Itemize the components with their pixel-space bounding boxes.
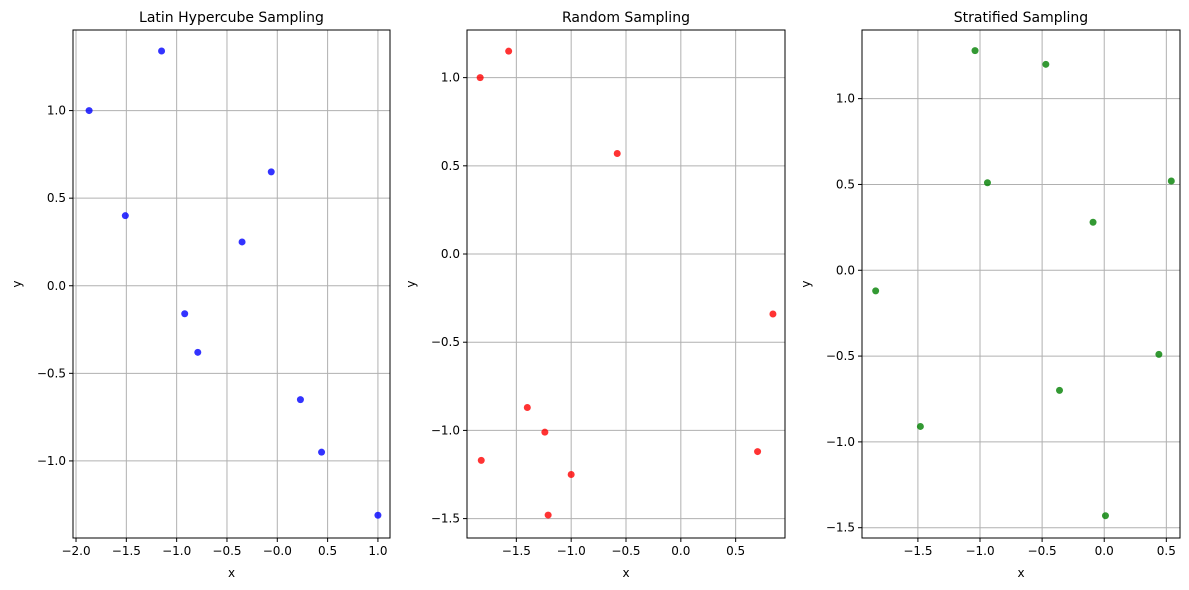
y-tick-label: 1.0 bbox=[836, 92, 855, 106]
x-tick-label: −1.5 bbox=[903, 544, 932, 558]
data-point bbox=[613, 149, 621, 157]
y-tick-label: 0.5 bbox=[441, 159, 460, 173]
data-point bbox=[523, 403, 531, 411]
x-tick-label: −2.0 bbox=[61, 544, 90, 558]
data-point bbox=[872, 287, 880, 295]
data-point bbox=[374, 511, 382, 519]
data-point bbox=[983, 179, 991, 187]
data-point bbox=[121, 212, 129, 220]
data-point bbox=[1056, 386, 1064, 394]
chart-title: Stratified Sampling bbox=[954, 10, 1088, 26]
data-point bbox=[541, 428, 549, 436]
data-point bbox=[916, 422, 924, 430]
x-tick-label: 0.5 bbox=[318, 544, 337, 558]
data-point bbox=[754, 448, 762, 456]
x-tick-label: 0.5 bbox=[1157, 544, 1176, 558]
x-tick-label: −0.0 bbox=[263, 544, 292, 558]
chart-title: Random Sampling bbox=[562, 10, 690, 26]
subplot-random: −1.5 −1.0 −0.5 0.0 0.5−1.5−1.0−0.50.00.51.0 … bbox=[404, 10, 786, 580]
data-point bbox=[567, 471, 575, 478]
y-tick-label: −1.5 bbox=[826, 521, 855, 535]
data-point bbox=[238, 238, 246, 246]
x-tick-label: −1.0 bbox=[162, 544, 191, 558]
subplot-stratified: −1.5 −1.0 −0.5 0.0 0.5−1.5−1.0−0.50.00.51.0 … bbox=[799, 10, 1181, 580]
y-axis-label: y bbox=[799, 280, 813, 287]
y-axis-label: y bbox=[10, 280, 24, 287]
data-point bbox=[85, 107, 93, 115]
y-tick-label: 1.0 bbox=[47, 104, 66, 118]
data-point bbox=[1155, 350, 1163, 358]
data-point bbox=[1042, 60, 1050, 68]
data-point bbox=[1101, 512, 1109, 520]
y-tick-label: 0.0 bbox=[47, 279, 66, 293]
y-tick-label: 1.0 bbox=[441, 71, 460, 85]
data-point bbox=[318, 448, 326, 456]
x-tick-label: 0.5 bbox=[726, 544, 745, 558]
data-point bbox=[971, 47, 979, 55]
x-tick-label: −1.0 bbox=[557, 544, 586, 558]
x-tick-label: −1.5 bbox=[112, 544, 141, 558]
y-tick-label: −0.5 bbox=[37, 366, 66, 380]
x-tick-label: −1.5 bbox=[502, 544, 531, 558]
x-tick-label: 0.0 bbox=[1095, 544, 1114, 558]
plot-frame bbox=[861, 29, 1181, 539]
y-tick-label: −1.0 bbox=[431, 423, 460, 437]
subplot-latin-hypercube: −2.0 −1.5 −1.0 −0.5 −0.0 0.5 1.0 −1.0 −0.5 0.0 0.5… bbox=[10, 10, 391, 580]
y-tick-label: −1.5 bbox=[431, 512, 460, 526]
x-axis-label: x bbox=[622, 566, 629, 580]
x-tick-label: −0.5 bbox=[611, 544, 640, 558]
data-point bbox=[158, 47, 166, 55]
data-point bbox=[505, 47, 513, 55]
y-tick-label: −1.0 bbox=[826, 435, 855, 449]
y-tick-label: 0.0 bbox=[836, 263, 855, 277]
data-point bbox=[769, 310, 777, 318]
data-point bbox=[477, 456, 485, 464]
x-tick-label: −1.0 bbox=[965, 544, 994, 558]
y-tick-label: 0.5 bbox=[836, 177, 855, 191]
x-tick-label: 0.0 bbox=[671, 544, 690, 558]
chart-title: Latin Hypercube Sampling bbox=[139, 10, 324, 26]
data-point bbox=[544, 511, 552, 519]
y-axis-label: y bbox=[404, 280, 418, 287]
y-tick-label: −0.5 bbox=[431, 335, 460, 349]
y-tick-label: −0.5 bbox=[826, 349, 855, 363]
x-tick-label: −0.5 bbox=[212, 544, 241, 558]
x-axis-label: x bbox=[1017, 566, 1024, 580]
data-point bbox=[194, 348, 202, 356]
x-tick-label: −0.5 bbox=[1028, 544, 1057, 558]
data-point bbox=[1167, 177, 1175, 185]
y-tick-label: 0.0 bbox=[441, 247, 460, 261]
data-point bbox=[1089, 218, 1097, 226]
y-tick-label: −1.0 bbox=[37, 454, 66, 468]
y-tick-label: 0.5 bbox=[47, 191, 66, 205]
data-point bbox=[181, 310, 189, 318]
x-axis-label: x bbox=[228, 566, 235, 580]
plot-frame bbox=[72, 29, 391, 539]
data-point bbox=[476, 74, 484, 82]
data-point bbox=[267, 168, 275, 176]
data-point bbox=[296, 396, 304, 404]
x-tick-label: 1.0 bbox=[368, 544, 387, 558]
